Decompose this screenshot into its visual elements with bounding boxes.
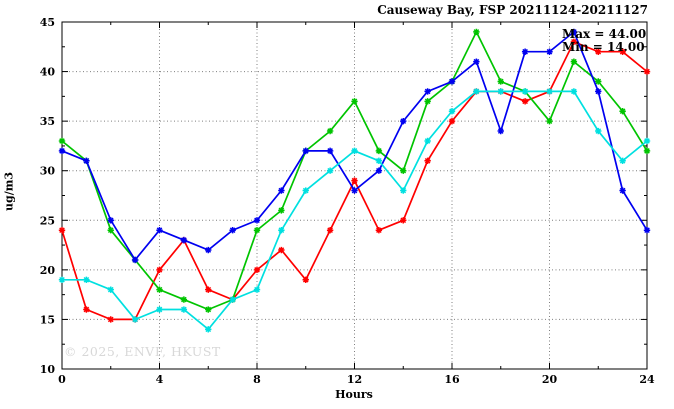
- svg-text:0: 0: [58, 373, 66, 386]
- blue-series: [58, 28, 651, 264]
- svg-text:4: 4: [156, 373, 164, 386]
- svg-text:30: 30: [40, 165, 56, 178]
- svg-text:16: 16: [444, 373, 460, 386]
- svg-text:45: 45: [40, 16, 55, 29]
- red-series-markers: [58, 38, 651, 323]
- svg-text:15: 15: [40, 313, 55, 326]
- svg-text:25: 25: [40, 214, 55, 227]
- svg-text:12: 12: [347, 373, 362, 386]
- max-annotation: Max = 44.00: [562, 27, 647, 41]
- chart-title: Causeway Bay, FSP 20211124-20211127: [377, 3, 648, 17]
- x-axis-label: Hours: [335, 388, 373, 401]
- svg-text:20: 20: [40, 264, 56, 277]
- svg-text:10: 10: [40, 363, 56, 376]
- x-tick-labels: 0 4 8 12 16 20 24: [58, 373, 655, 386]
- svg-text:8: 8: [253, 373, 261, 386]
- red-series: [58, 38, 651, 323]
- min-annotation: Min = 14.00: [562, 40, 645, 54]
- y-tick-labels: 10 15 20 25 30 35 40 45: [40, 16, 56, 376]
- cyan-series: [58, 88, 651, 333]
- svg-text:24: 24: [639, 373, 655, 386]
- watermark: © 2025, ENVF, HKUST: [64, 344, 221, 359]
- grid-lines: [62, 22, 647, 369]
- svg-text:35: 35: [40, 115, 55, 128]
- tick-marks: [61, 21, 648, 370]
- y-axis-label: ug/m3: [2, 172, 16, 211]
- svg-text:40: 40: [40, 66, 56, 79]
- cyan-series-markers: [58, 88, 651, 333]
- svg-text:20: 20: [542, 373, 558, 386]
- blue-series-markers: [58, 28, 651, 264]
